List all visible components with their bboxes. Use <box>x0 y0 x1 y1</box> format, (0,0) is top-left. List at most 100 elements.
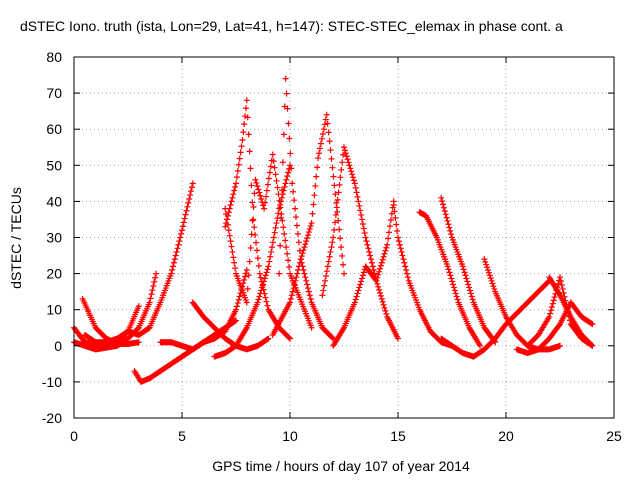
data-point <box>361 229 368 236</box>
data-point <box>246 258 253 265</box>
data-point <box>246 148 253 155</box>
data-point <box>253 247 260 254</box>
data-point <box>284 173 291 180</box>
data-point <box>327 147 334 154</box>
data-point <box>327 248 334 255</box>
data-point <box>438 194 445 201</box>
data-point <box>225 227 232 234</box>
data-point <box>235 296 242 303</box>
data-point <box>264 302 271 309</box>
y-axis-label: dSTEC / TECUs <box>8 187 24 289</box>
data-point <box>222 205 229 212</box>
y-tick-label: 80 <box>46 49 62 65</box>
data-point <box>549 300 556 307</box>
data-point <box>342 150 349 157</box>
data-point <box>465 281 472 288</box>
data-point <box>283 90 290 97</box>
data-series <box>81 180 196 346</box>
data-point <box>445 221 452 228</box>
data-point <box>377 265 383 272</box>
data-point <box>397 245 404 252</box>
data-point <box>320 126 327 133</box>
data-point <box>285 120 292 127</box>
data-point <box>447 227 454 234</box>
data-point <box>228 243 235 250</box>
data-point <box>321 282 328 289</box>
data-point <box>274 184 281 191</box>
data-point <box>481 256 488 263</box>
data-point <box>278 214 285 221</box>
data-point <box>173 248 180 255</box>
data-point <box>239 137 246 144</box>
data-point <box>284 250 291 257</box>
data-point <box>377 289 383 296</box>
data-point <box>266 169 273 176</box>
data-point <box>359 275 365 282</box>
data-point <box>335 189 342 196</box>
data-point <box>307 295 314 302</box>
data-point <box>273 177 280 184</box>
data-point <box>297 256 304 263</box>
chart-title: dSTEC Iono. truth (ista, Lon=29, Lat=41,… <box>20 18 563 34</box>
data-point <box>366 248 373 255</box>
data-point <box>399 252 406 259</box>
data-point <box>266 258 273 265</box>
data-point <box>443 214 450 221</box>
data-point <box>292 205 299 212</box>
data-point <box>448 231 455 238</box>
y-tick-label: 60 <box>46 121 62 137</box>
data-point <box>253 179 260 186</box>
data-point <box>394 228 401 235</box>
data-point <box>310 201 317 208</box>
data-point <box>343 153 350 160</box>
data-point <box>347 165 354 172</box>
data-point <box>147 295 154 302</box>
data-point <box>293 214 299 221</box>
data-point <box>272 224 279 231</box>
data-point <box>368 259 375 266</box>
data-point <box>299 250 306 257</box>
data-point <box>184 203 191 210</box>
data-series <box>189 299 272 353</box>
data-point <box>375 283 382 290</box>
plot-area <box>71 75 596 385</box>
data-point <box>224 221 231 228</box>
data-point <box>281 230 288 237</box>
data-point <box>320 287 327 294</box>
data-point <box>243 266 250 273</box>
data-point <box>282 75 289 82</box>
data-point <box>378 295 385 302</box>
data-point <box>314 164 321 171</box>
data-point <box>244 285 251 292</box>
y-tick-label: 70 <box>46 85 62 101</box>
data-point <box>334 196 341 203</box>
data-point <box>348 168 355 175</box>
data-point <box>302 241 309 248</box>
data-point <box>305 232 311 239</box>
data-point <box>445 266 452 273</box>
data-point <box>271 229 278 236</box>
data-point <box>308 324 315 331</box>
data-point <box>449 278 456 285</box>
data-point <box>319 131 326 138</box>
data-point <box>182 211 189 218</box>
data-point <box>336 181 343 188</box>
data-point <box>265 335 272 342</box>
data-point <box>460 266 467 273</box>
data-point <box>267 163 274 170</box>
data-point <box>548 307 554 314</box>
data-point <box>444 263 451 270</box>
data-point <box>352 184 359 191</box>
data-point <box>256 270 263 277</box>
data-point <box>254 255 261 262</box>
y-tick-label: 30 <box>46 230 62 246</box>
data-point <box>255 262 262 269</box>
data-point <box>354 290 361 297</box>
data-point <box>283 244 290 251</box>
x-tick-label: 25 <box>606 428 622 444</box>
data-point <box>259 282 266 289</box>
data-point <box>276 270 283 277</box>
data-point <box>242 113 249 120</box>
data-point <box>257 192 264 199</box>
